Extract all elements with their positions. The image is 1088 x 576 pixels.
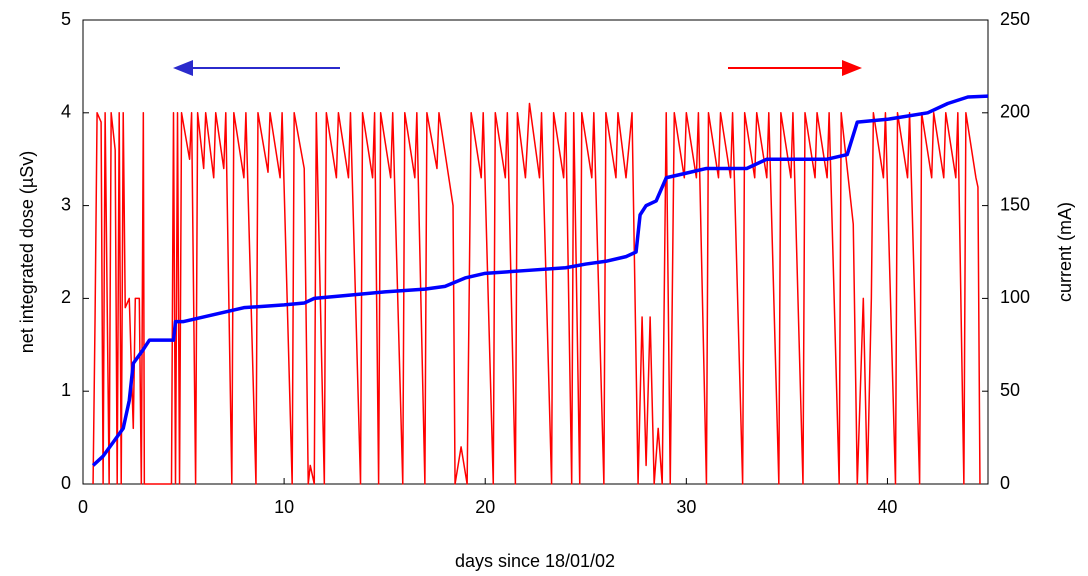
y-tick-label: 0 <box>61 473 71 493</box>
y-axis-title: net integrated dose (µSv) <box>17 151 37 353</box>
y2-tick-label: 50 <box>1000 380 1020 400</box>
x-tick-label: 30 <box>676 497 696 517</box>
y2-tick-label: 150 <box>1000 194 1030 214</box>
x-tick-label: 0 <box>78 497 88 517</box>
y2-tick-label: 200 <box>1000 102 1030 122</box>
right-arrow <box>728 60 862 76</box>
x-tick-label: 10 <box>274 497 294 517</box>
y-tick-label: 1 <box>61 380 71 400</box>
data-line <box>91 94 989 467</box>
left-arrow <box>173 60 340 76</box>
x-tick-label: 40 <box>877 497 897 517</box>
y-tick-label: 4 <box>61 102 71 122</box>
x-axis-title: days since 18/01/02 <box>455 551 615 571</box>
y-tick-label: 3 <box>61 194 71 214</box>
y2-tick-label: 0 <box>1000 473 1010 493</box>
y2-tick-label: 250 <box>1000 9 1030 29</box>
y-tick-label: 5 <box>61 9 71 29</box>
y2-axis-title: current (mA) <box>1055 202 1075 302</box>
y2-tick-label: 100 <box>1000 287 1030 307</box>
x-tick-label: 20 <box>475 497 495 517</box>
data-line <box>92 102 981 485</box>
y-tick-label: 2 <box>61 287 71 307</box>
plot-frame <box>82 19 989 485</box>
